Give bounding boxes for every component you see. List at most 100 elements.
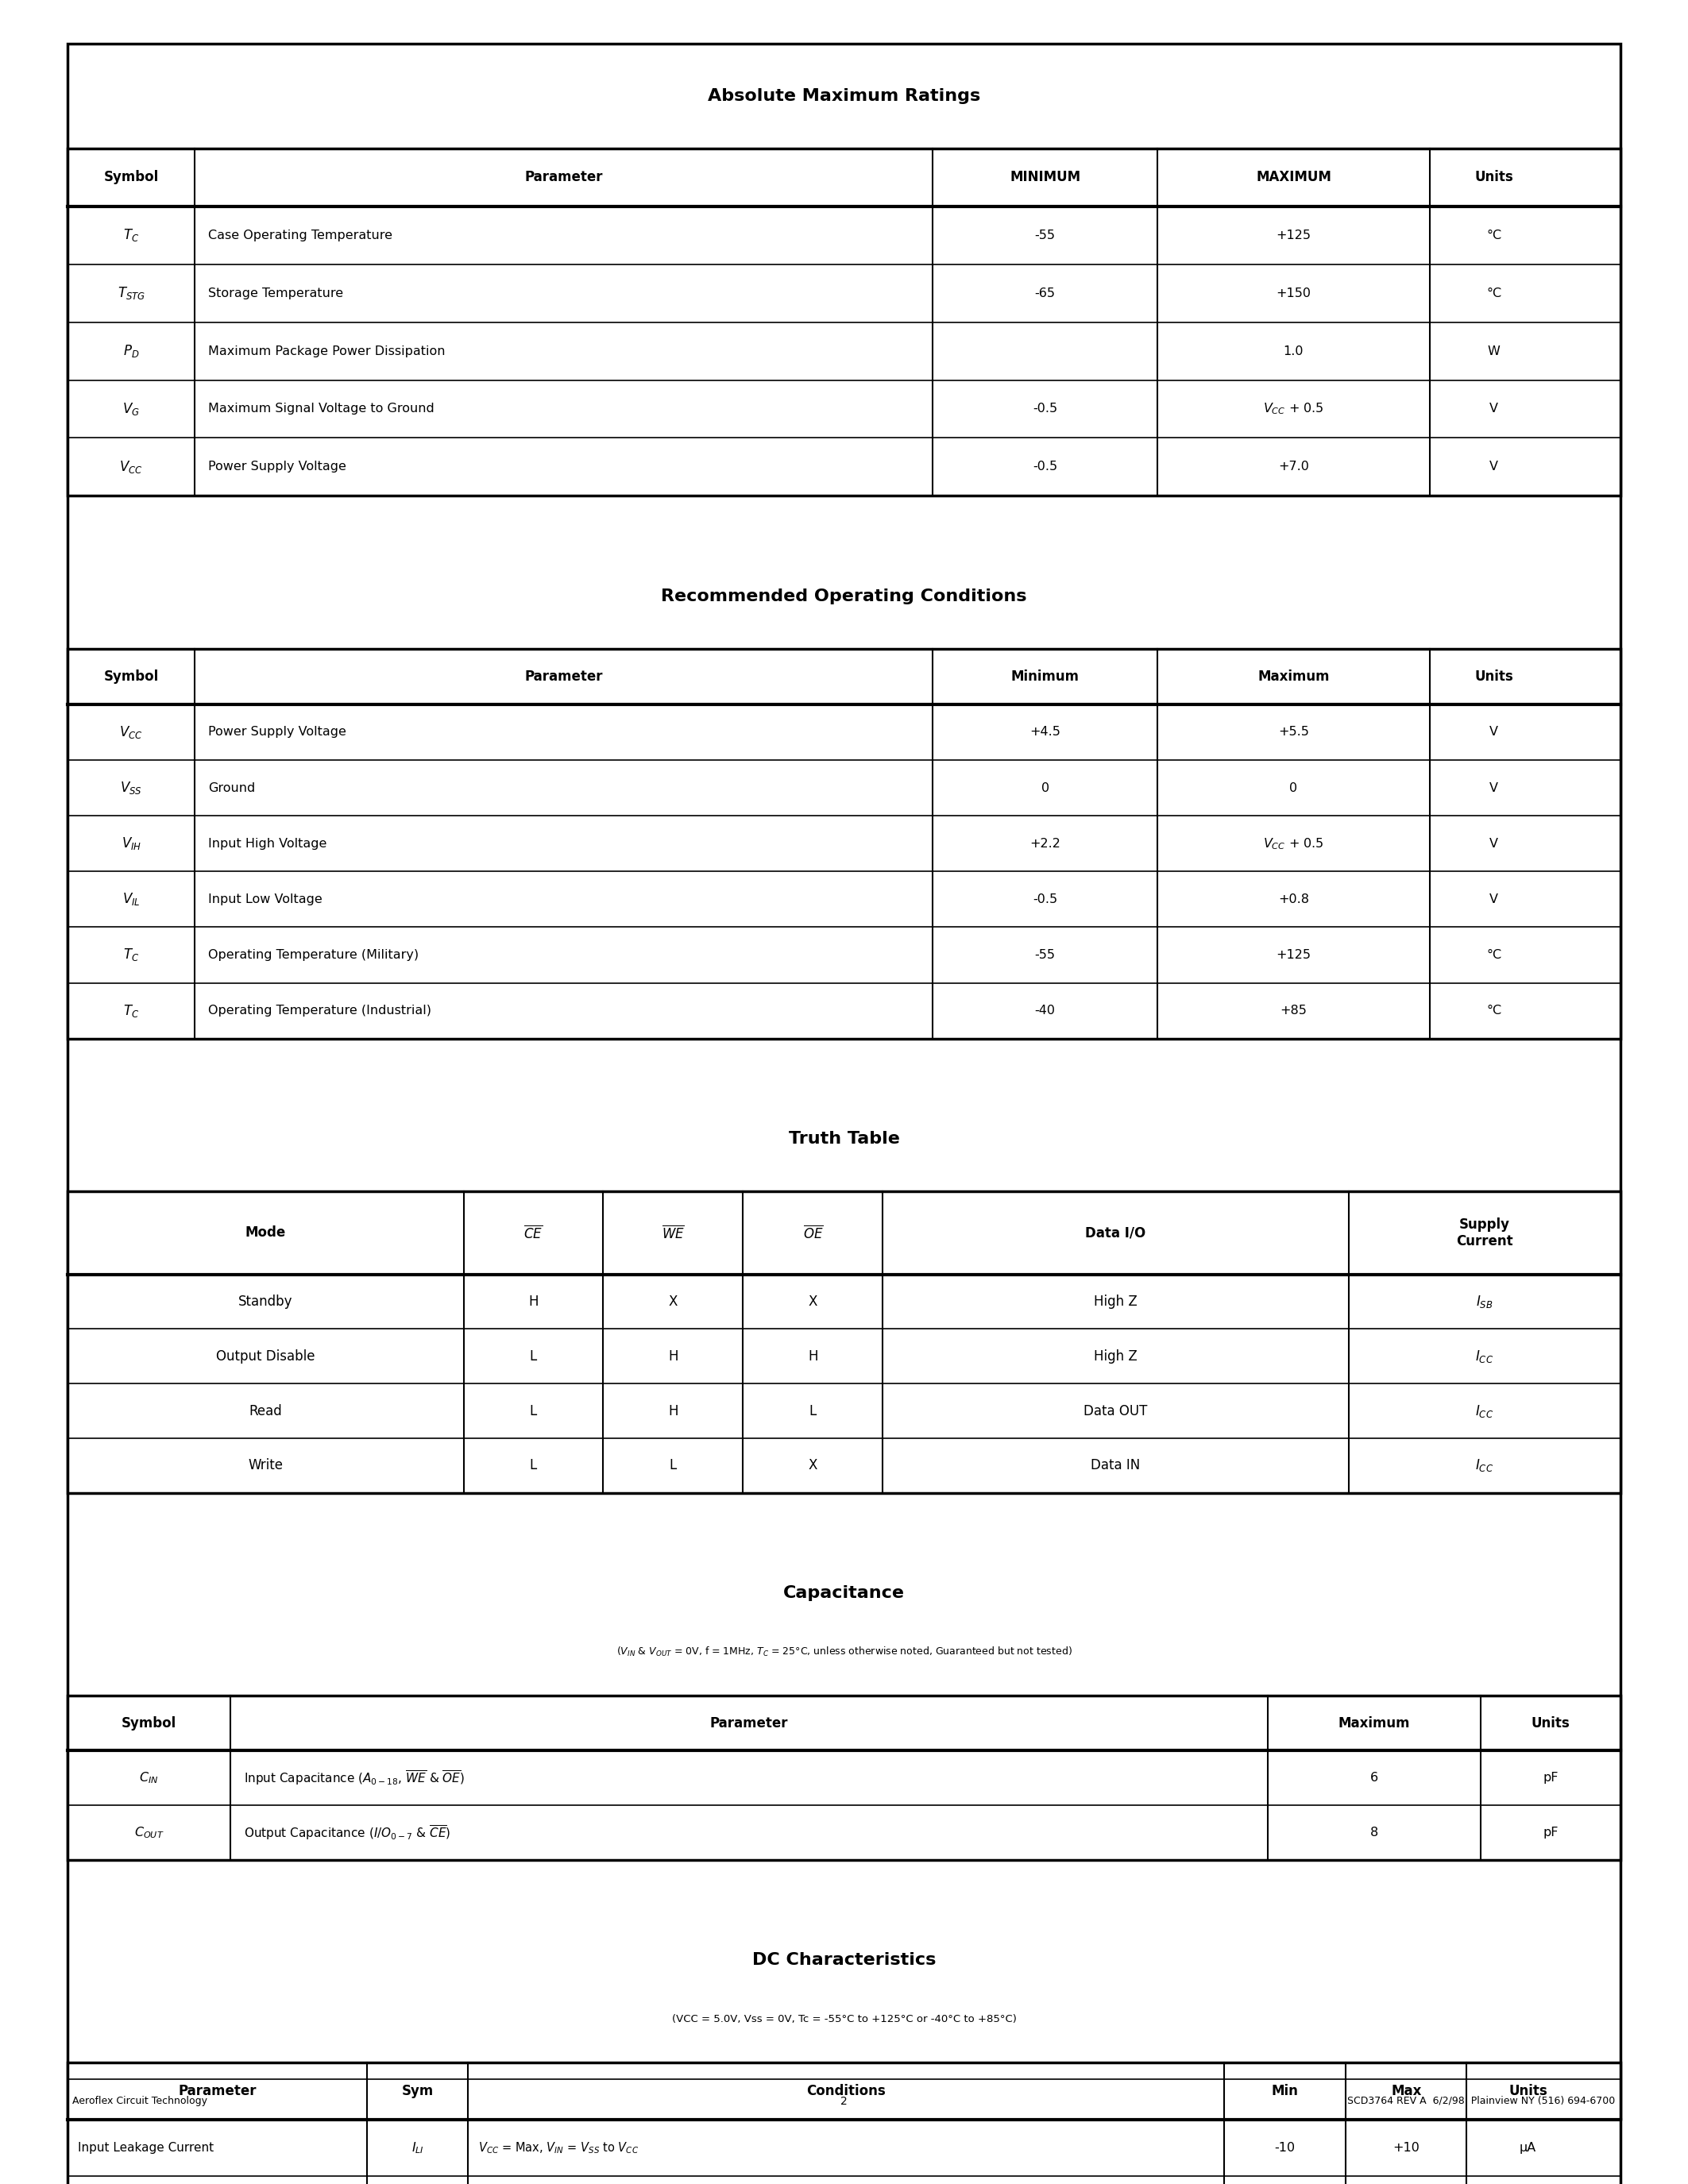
Text: L: L (670, 1459, 677, 1472)
Text: Output Capacitance ($I/O_{0-7}$ & $\overline{CE}$): Output Capacitance ($I/O_{0-7}$ & $\over… (245, 1824, 451, 1841)
Text: DC Characteristics: DC Characteristics (753, 1952, 935, 1968)
Text: X: X (668, 1295, 677, 1308)
Text: $I_{LI}$: $I_{LI}$ (412, 2140, 424, 2156)
Text: Write: Write (248, 1459, 284, 1472)
Text: $P_D$: $P_D$ (123, 343, 140, 358)
Text: $I_{SB}$: $I_{SB}$ (1475, 1293, 1494, 1310)
Text: H: H (528, 1295, 538, 1308)
Text: Standby: Standby (238, 1295, 292, 1308)
Text: Units: Units (1475, 170, 1512, 186)
Text: $V_{CC}$ + 0.5: $V_{CC}$ + 0.5 (1263, 402, 1323, 417)
Text: Output Disable: Output Disable (216, 1350, 316, 1363)
Text: -55: -55 (1035, 229, 1055, 240)
Text: +4.5: +4.5 (1030, 727, 1060, 738)
Text: +85: +85 (1280, 1005, 1307, 1016)
Text: Absolute Maximum Ratings: Absolute Maximum Ratings (707, 87, 981, 105)
Text: +2.2: +2.2 (1030, 839, 1060, 850)
Text: $T_{STG}$: $T_{STG}$ (116, 286, 145, 301)
Text: Parameter: Parameter (179, 2084, 257, 2099)
Text: Units: Units (1531, 1717, 1570, 1730)
Text: Supply
Current: Supply Current (1457, 1216, 1512, 1249)
Text: L: L (530, 1459, 537, 1472)
Text: Units: Units (1475, 668, 1512, 684)
Text: Ground: Ground (208, 782, 255, 793)
Text: H: H (668, 1350, 679, 1363)
Text: ($V_{IN}$ & $V_{OUT}$ = 0V, f = 1MHz, $T_C$ = 25°C, unless otherwise noted, Guar: ($V_{IN}$ & $V_{OUT}$ = 0V, f = 1MHz, $T… (616, 1647, 1072, 1658)
Text: Conditions: Conditions (807, 2084, 886, 2099)
Text: L: L (530, 1350, 537, 1363)
Text: $V_{CC}$: $V_{CC}$ (120, 459, 143, 474)
Text: 2: 2 (841, 2094, 847, 2108)
Text: μA: μA (1519, 2143, 1536, 2153)
Text: -0.5: -0.5 (1033, 461, 1057, 472)
Bar (68, 649, 1620, 1040)
Text: Sym: Sym (402, 2084, 434, 2099)
Text: Storage Temperature: Storage Temperature (208, 288, 343, 299)
Text: Read: Read (248, 1404, 282, 1417)
Text: $T_C$: $T_C$ (123, 227, 138, 242)
Text: °C: °C (1487, 950, 1502, 961)
Text: Truth Table: Truth Table (788, 1131, 900, 1147)
Text: Operating Temperature (Military): Operating Temperature (Military) (208, 950, 419, 961)
Text: pF: pF (1543, 1826, 1558, 1839)
Text: Parameter: Parameter (711, 1717, 788, 1730)
Text: pF: pF (1543, 1771, 1558, 1784)
Text: H: H (668, 1404, 679, 1417)
Text: $C_{IN}$: $C_{IN}$ (140, 1771, 159, 1784)
Text: Data IN: Data IN (1090, 1459, 1141, 1472)
Text: W: W (1487, 345, 1501, 356)
Text: Capacitance: Capacitance (783, 1586, 905, 1601)
Text: +0.8: +0.8 (1278, 893, 1310, 904)
Text: $I_{CC}$: $I_{CC}$ (1475, 1402, 1494, 1420)
Text: -0.5: -0.5 (1033, 893, 1057, 904)
Text: Aeroflex Circuit Technology: Aeroflex Circuit Technology (73, 2097, 208, 2105)
Text: $V_{IL}$: $V_{IL}$ (122, 891, 140, 906)
Text: -40: -40 (1035, 1005, 1055, 1016)
Text: X: X (809, 1459, 817, 1472)
Text: Minimum: Minimum (1011, 668, 1079, 684)
Text: $V_{CC}$: $V_{CC}$ (120, 725, 143, 740)
Text: -0.5: -0.5 (1033, 404, 1057, 415)
Text: -65: -65 (1035, 288, 1055, 299)
Text: 8: 8 (1371, 1826, 1379, 1839)
Text: $I_{CC}$: $I_{CC}$ (1475, 1457, 1494, 1474)
Text: Maximum Signal Voltage to Ground: Maximum Signal Voltage to Ground (208, 404, 434, 415)
Text: $\overline{OE}$: $\overline{OE}$ (803, 1225, 824, 1241)
Text: -10: -10 (1274, 2143, 1295, 2153)
Text: 6: 6 (1371, 1771, 1379, 1784)
Text: $V_{CC}$ = Max, $V_{IN}$ = $V_{SS}$ to $V_{CC}$: $V_{CC}$ = Max, $V_{IN}$ = $V_{SS}$ to $… (478, 2140, 640, 2156)
Text: Power Supply Voltage: Power Supply Voltage (208, 461, 346, 472)
Text: V: V (1489, 839, 1499, 850)
Text: Parameter: Parameter (525, 170, 603, 186)
Text: 0: 0 (1041, 782, 1050, 793)
Text: Input Low Voltage: Input Low Voltage (208, 893, 322, 904)
Text: $V_{CC}$ + 0.5: $V_{CC}$ + 0.5 (1263, 836, 1323, 852)
Text: MINIMUM: MINIMUM (1009, 170, 1080, 186)
Text: $T_C$: $T_C$ (123, 948, 138, 963)
Text: Recommended Operating Conditions: Recommended Operating Conditions (662, 587, 1026, 605)
Text: $C_{OUT}$: $C_{OUT}$ (133, 1826, 164, 1839)
Text: Power Supply Voltage: Power Supply Voltage (208, 727, 346, 738)
Text: +150: +150 (1276, 288, 1312, 299)
Text: -55: -55 (1035, 950, 1055, 961)
Text: $V_{SS}$: $V_{SS}$ (120, 780, 142, 795)
Text: Mode: Mode (245, 1225, 285, 1241)
Text: $\overline{WE}$: $\overline{WE}$ (662, 1225, 685, 1241)
Text: $V_G$: $V_G$ (123, 402, 140, 417)
Text: V: V (1489, 404, 1499, 415)
Text: H: H (809, 1350, 819, 1363)
Text: V: V (1489, 461, 1499, 472)
Text: Input Capacitance ($A_{0-18}$, $\overline{WE}$ & $\overline{OE}$): Input Capacitance ($A_{0-18}$, $\overlin… (245, 1769, 464, 1787)
Bar (68, 1697, 1620, 1861)
Text: Min: Min (1271, 2084, 1298, 2099)
Text: Symbol: Symbol (103, 668, 159, 684)
Text: 0: 0 (1290, 782, 1298, 793)
Text: Maximum Package Power Dissipation: Maximum Package Power Dissipation (208, 345, 446, 356)
Text: Maximum: Maximum (1339, 1717, 1409, 1730)
Text: Units: Units (1509, 2084, 1548, 2099)
Text: High Z: High Z (1094, 1350, 1138, 1363)
Text: °C: °C (1487, 1005, 1502, 1016)
Text: $V_{IH}$: $V_{IH}$ (122, 836, 142, 852)
Text: Parameter: Parameter (525, 668, 603, 684)
Text: SCD3764 REV A  6/2/98  Plainview NY (516) 694-6700: SCD3764 REV A 6/2/98 Plainview NY (516) … (1347, 2097, 1615, 2105)
